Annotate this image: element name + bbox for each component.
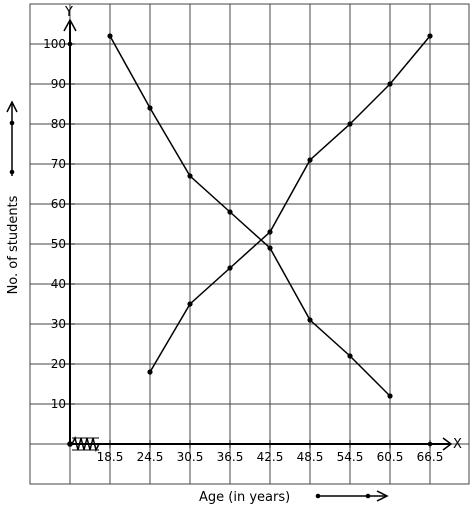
y-tick-label: 80	[51, 117, 66, 131]
x-tick-label: 36.5	[217, 450, 244, 464]
y-direction-dot	[9, 120, 15, 126]
series-point	[427, 33, 433, 39]
series-line	[109, 35, 391, 397]
y-axis-label: No. of students	[6, 195, 21, 294]
y-tick-label: 90	[51, 77, 66, 91]
x-direction-dot	[365, 493, 371, 499]
series-point	[187, 173, 193, 179]
y-tick-label: 70	[51, 157, 66, 171]
x-tick-label: 18.5	[97, 450, 124, 464]
axes	[63, 18, 453, 453]
y-tick-label: 40	[51, 277, 66, 291]
y-tick-label: 50	[51, 237, 66, 251]
series-point	[387, 81, 393, 87]
y-tick-label: 60	[51, 197, 66, 211]
x-tick-label: 66.5	[417, 450, 444, 464]
x-tick-labels: 18.5 24.5 30.5 36.5 42.5 48.5 54.5 60.5 66.5	[97, 440, 444, 464]
direction-arrows	[6, 100, 389, 502]
series-point	[267, 245, 273, 251]
series-point	[227, 209, 233, 215]
y-tick-point	[67, 41, 73, 47]
axis-break-zigzag	[71, 435, 100, 453]
x-axis-label: Age (in years)	[199, 490, 290, 505]
series-point	[227, 265, 233, 271]
x-direction-dot	[315, 493, 321, 499]
x-tick-label: 30.5	[177, 450, 204, 464]
y-tick-label: 20	[51, 357, 66, 371]
x-tick-point	[427, 441, 433, 447]
series-point	[347, 353, 353, 359]
y-tick-labels: 10 20 30 40 50 60 70 80 90 100	[43, 37, 75, 411]
y-tick-label: 10	[51, 397, 66, 411]
x-tick-label: 42.5	[257, 450, 284, 464]
y-direction-arrowhead	[6, 100, 18, 113]
series-group	[107, 33, 433, 399]
grid	[29, 3, 470, 485]
series-point	[307, 157, 313, 163]
plot-border	[29, 3, 470, 485]
origin-point	[67, 441, 73, 447]
series-point	[147, 369, 153, 375]
series-point	[267, 229, 273, 235]
x-axis-arrowhead	[442, 437, 453, 451]
series-point	[387, 393, 393, 399]
y-direction-dot	[9, 169, 15, 175]
x-tick-label: 24.5	[137, 450, 164, 464]
series-point	[147, 105, 153, 111]
series-line	[149, 35, 431, 373]
x-direction-arrowhead	[376, 490, 389, 502]
y-axis-arrowhead	[63, 18, 77, 32]
y-tick-label: 30	[51, 317, 66, 331]
series-point	[347, 121, 353, 127]
x-axis-letter: X	[453, 437, 462, 452]
series-point	[107, 33, 113, 39]
series-point	[187, 301, 193, 307]
series-point	[307, 317, 313, 323]
y-tick-label: 100	[43, 37, 66, 51]
x-tick-label: 54.5	[337, 450, 364, 464]
x-tick-label: 60.5	[377, 450, 404, 464]
y-axis-letter: Y	[64, 5, 73, 20]
x-tick-label: 48.5	[297, 450, 324, 464]
